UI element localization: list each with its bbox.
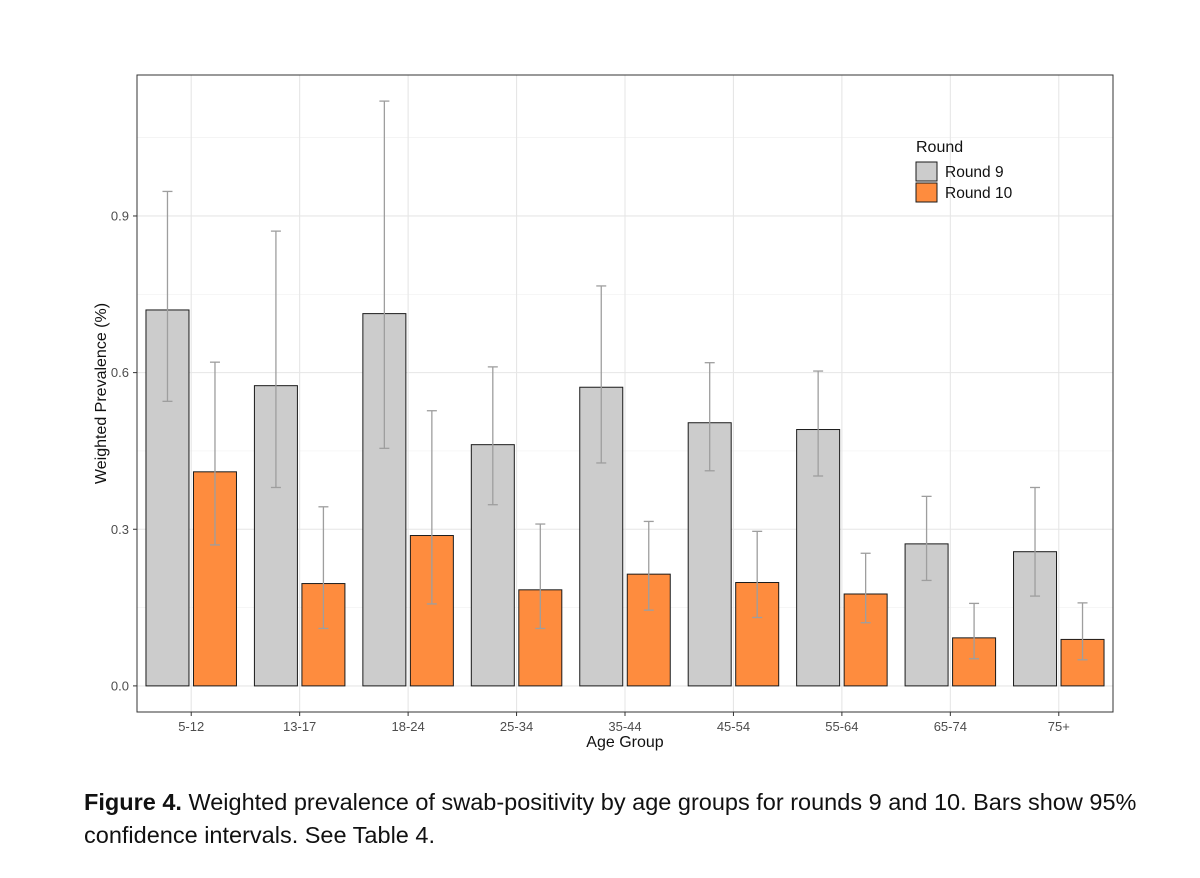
x-tick-label: 75+: [1048, 719, 1070, 734]
y-tick-label: 0.6: [111, 365, 129, 380]
legend-item-round-9: Round 9: [915, 161, 1004, 182]
error-bar-round-9-55-64: [813, 370, 824, 477]
error-bar-round-9-45-54: [704, 362, 715, 472]
x-tick-label: 13-17: [283, 719, 316, 734]
legend-title: Round: [916, 139, 963, 156]
error-bar-round-9-65-74: [921, 495, 932, 582]
bar-round-9-35-44: [579, 386, 624, 687]
x-axis: 5-12 13-17 18-24 25-34 35-44 45-54 55-64 65-74 7…: [178, 712, 1070, 734]
legend: Round Round 9 Round 10: [915, 139, 1013, 203]
legend-item-round-10: Round 10: [915, 182, 1013, 203]
legend-swatch: [915, 182, 938, 203]
caption-label: Figure 4.: [84, 789, 182, 815]
error-bar-round-10-45-54: [752, 530, 763, 619]
bar-round-9-25-34: [470, 444, 515, 687]
x-tick-label: 25-34: [500, 719, 533, 734]
error-bar-round-9-35-44: [596, 285, 607, 464]
y-tick-label: 0.9: [111, 208, 129, 223]
chart: 0.0 0.3 0.6 0.9 5-12 13-17 18-24 25-34 35-44 45-…: [93, 74, 1114, 751]
grid-lines: [137, 75, 1113, 712]
legend-label: Round 10: [945, 185, 1013, 202]
y-tick-label: 0.3: [111, 522, 129, 537]
error-bar-round-10-25-34: [535, 523, 546, 630]
legend-swatch: [915, 161, 938, 182]
error-bar-round-10-18-24: [426, 410, 437, 605]
error-bar-round-10-5-12: [209, 361, 220, 546]
x-tick-label: 18-24: [391, 719, 424, 734]
error-bar-round-10-75+: [1077, 602, 1088, 661]
figure-caption: Figure 4. Weighted prevalence of swab-po…: [84, 786, 1144, 852]
error-bar-round-9-5-12: [162, 190, 173, 402]
error-bar-round-10-65-74: [969, 602, 980, 660]
x-tick-label: 35-44: [608, 719, 641, 734]
error-bar-round-9-13-17: [270, 230, 281, 489]
x-axis-label: Age Group: [586, 734, 663, 751]
x-tick-label: 5-12: [178, 719, 204, 734]
x-tick-label: 55-64: [825, 719, 858, 734]
legend-label: Round 9: [945, 164, 1004, 181]
x-tick-label: 65-74: [934, 719, 967, 734]
error-bar-round-9-75+: [1030, 486, 1041, 597]
y-tick-label: 0.0: [111, 678, 129, 693]
error-bar-round-10-55-64: [860, 552, 871, 624]
error-bar-round-9-18-24: [379, 100, 390, 449]
error-bar-round-10-13-17: [318, 506, 329, 630]
caption-text: Weighted prevalence of swab-positivity b…: [84, 789, 1137, 848]
error-bar-round-9-25-34: [487, 366, 498, 506]
y-axis-label: Weighted Prevalence (%): [93, 303, 110, 484]
error-bar-round-10-35-44: [643, 520, 654, 611]
y-axis: 0.0 0.3 0.6 0.9: [111, 208, 137, 693]
x-tick-label: 45-54: [717, 719, 750, 734]
error-bars: [162, 100, 1088, 661]
